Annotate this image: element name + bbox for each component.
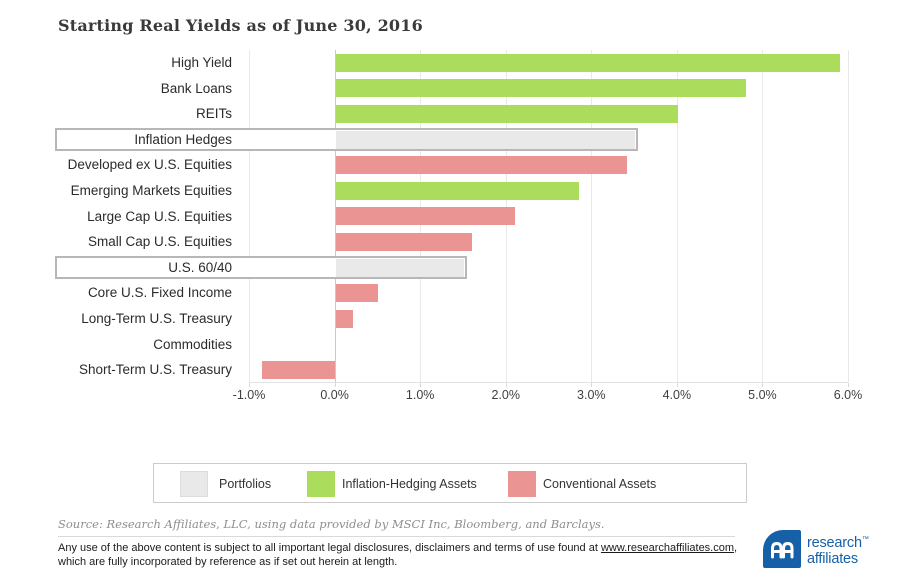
category-label-developed-ex-u-s-equities: Developed ex U.S. Equities bbox=[67, 157, 232, 173]
chart-row-inflation-hedges: Inflation Hedges bbox=[55, 127, 848, 153]
bar-reits bbox=[335, 105, 678, 124]
source-attribution: Source: Research Affiliates, LLC, using … bbox=[58, 517, 605, 531]
legend: Portfolios Inflation-Hedging Assets Conv… bbox=[153, 463, 747, 503]
row-plot bbox=[249, 127, 848, 153]
row-plot bbox=[249, 357, 848, 383]
disclaimer-comma: , bbox=[734, 542, 738, 554]
category-label-inflation-hedges: Inflation Hedges bbox=[134, 131, 232, 147]
researchaffiliates-link[interactable]: www.researchaffiliates.com bbox=[600, 542, 735, 554]
axis-tick bbox=[848, 383, 849, 387]
chart-row-developed-ex-u-s-equities: Developed ex U.S. Equities bbox=[58, 152, 848, 178]
chart-row-short-term-u-s-treasury: Short-Term U.S. Treasury bbox=[58, 357, 848, 383]
chart-row-large-cap-u-s-equities: Large Cap U.S. Equities bbox=[58, 204, 848, 230]
gridline-5.0% bbox=[762, 50, 764, 382]
chart-row-u-s-60-40: U.S. 60/40 bbox=[55, 255, 848, 281]
bar-inflation-hedges bbox=[335, 130, 636, 149]
bar-developed-ex-u-s-equities bbox=[335, 156, 627, 175]
bar-small-cap-u-s-equities bbox=[335, 233, 473, 252]
bar-high-yield bbox=[335, 53, 841, 72]
bar-short-term-u-s-treasury bbox=[261, 361, 335, 380]
chart-row-commodities: Commodities bbox=[58, 332, 848, 358]
legend-swatch-portfolios bbox=[180, 471, 208, 497]
chart-row-small-cap-u-s-equities: Small Cap U.S. Equities bbox=[58, 229, 848, 255]
x-axis: -1.0% 0.0% 1.0% 2.0% 3.0% 4.0% 5.0% 6.0% bbox=[233, 388, 863, 406]
row-plot bbox=[249, 101, 848, 127]
legend-swatch-conventional bbox=[508, 471, 536, 497]
chart-row-high-yield: High Yield bbox=[58, 50, 848, 76]
gridline--1.0% bbox=[249, 50, 250, 382]
chart-row-emerging-markets-equities: Emerging Markets Equities bbox=[58, 178, 848, 204]
chart-row-bank-loans: Bank Loans bbox=[58, 76, 848, 102]
category-label-emerging-markets-equities: Emerging Markets Equities bbox=[70, 183, 232, 199]
logo-wordmark: research™ affiliates bbox=[807, 532, 869, 567]
row-plot bbox=[249, 332, 848, 358]
gridline-4.0% bbox=[676, 50, 678, 382]
trademark-symbol: ™ bbox=[861, 536, 869, 543]
disclaimer-text-line2: which are fully incorporated by referenc… bbox=[58, 556, 398, 568]
axis-tick bbox=[420, 383, 422, 387]
ra-logo-mark-icon bbox=[763, 530, 801, 568]
x-tick-label: 2.0% bbox=[491, 388, 520, 402]
logo-word-affiliates: affiliates bbox=[807, 550, 858, 567]
bar-u-s-60-40 bbox=[335, 258, 464, 277]
chart-row-long-term-u-s-treasury: Long-Term U.S. Treasury bbox=[58, 306, 848, 332]
axis-tick bbox=[334, 383, 336, 387]
legend-swatch-inflation-hedging bbox=[307, 471, 335, 497]
category-label-bank-loans: Bank Loans bbox=[160, 80, 232, 96]
x-tick-label: 6.0% bbox=[833, 388, 863, 402]
gridline-0.0% bbox=[334, 50, 336, 382]
legend-label-portfolios: Portfolios bbox=[219, 477, 272, 491]
chart-row-reits: REITs bbox=[58, 101, 848, 127]
axis-tick bbox=[676, 383, 678, 387]
logo-word-research: research bbox=[807, 535, 862, 551]
row-plot bbox=[249, 204, 848, 230]
x-tick-label: 4.0% bbox=[662, 388, 692, 402]
category-label-commodities: Commodities bbox=[153, 336, 232, 352]
row-plot bbox=[249, 255, 848, 281]
footer-divider bbox=[58, 536, 735, 537]
axis-tick bbox=[505, 383, 507, 387]
row-plot bbox=[249, 229, 848, 255]
legend-label-inflation-hedging: Inflation-Hedging Assets bbox=[342, 477, 477, 491]
category-label-reits: REITs bbox=[195, 106, 232, 122]
bar-chart: High Yield Bank Loans REITs Inflation Hedge… bbox=[55, 50, 848, 383]
legal-disclaimer: Any use of the above content is subject … bbox=[58, 541, 753, 569]
category-label-core-u-s-fixed-income: Core U.S. Fixed Income bbox=[87, 285, 232, 301]
row-plot bbox=[249, 178, 848, 204]
axis-tick bbox=[249, 383, 250, 387]
bar-long-term-u-s-treasury bbox=[335, 309, 353, 328]
research-affiliates-logo: research™ affiliates bbox=[763, 530, 893, 572]
x-tick-label: 0.0% bbox=[320, 388, 349, 402]
chart-title: Starting Real Yields as of June 30, 2016 bbox=[58, 16, 423, 35]
chart-row-core-u-s-fixed-income: Core U.S. Fixed Income bbox=[58, 280, 848, 306]
row-plot bbox=[249, 280, 848, 306]
bar-core-u-s-fixed-income bbox=[335, 284, 379, 303]
category-label-long-term-u-s-treasury: Long-Term U.S. Treasury bbox=[81, 311, 232, 327]
row-plot bbox=[249, 152, 848, 178]
axis-tick bbox=[591, 383, 593, 387]
gridline-6.0% bbox=[848, 50, 849, 382]
row-plot bbox=[249, 50, 848, 76]
category-label-u-s-60-40: U.S. 60/40 bbox=[168, 259, 232, 275]
legend-label-conventional: Conventional Assets bbox=[543, 477, 657, 491]
row-plot bbox=[249, 306, 848, 332]
disclaimer-text: Any use of the above content is subject … bbox=[58, 542, 601, 554]
category-label-small-cap-u-s-equities: Small Cap U.S. Equities bbox=[87, 234, 232, 250]
bar-large-cap-u-s-equities bbox=[335, 207, 516, 226]
category-label-large-cap-u-s-equities: Large Cap U.S. Equities bbox=[87, 208, 232, 224]
x-tick-label: 3.0% bbox=[577, 388, 606, 402]
axis-tick bbox=[762, 383, 764, 387]
ra-monogram-icon bbox=[771, 541, 794, 559]
x-tick-label: 1.0% bbox=[405, 388, 435, 402]
x-tick-label: -1.0% bbox=[232, 388, 266, 402]
bar-bank-loans bbox=[335, 79, 747, 98]
gridline-3.0% bbox=[591, 50, 593, 382]
bar-emerging-markets-equities bbox=[335, 181, 580, 200]
x-tick-label: 5.0% bbox=[748, 388, 777, 402]
row-plot bbox=[249, 76, 848, 102]
category-label-high-yield: High Yield bbox=[171, 55, 232, 70]
category-label-short-term-u-s-treasury: Short-Term U.S. Treasury bbox=[78, 362, 232, 378]
